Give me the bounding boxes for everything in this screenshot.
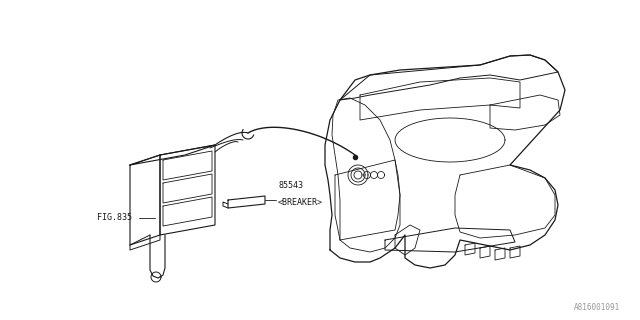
Text: A816001091: A816001091 <box>573 303 620 312</box>
Text: 85543: 85543 <box>278 181 303 190</box>
Text: FIG.835: FIG.835 <box>97 213 132 222</box>
Text: <BREAKER>: <BREAKER> <box>278 198 323 207</box>
